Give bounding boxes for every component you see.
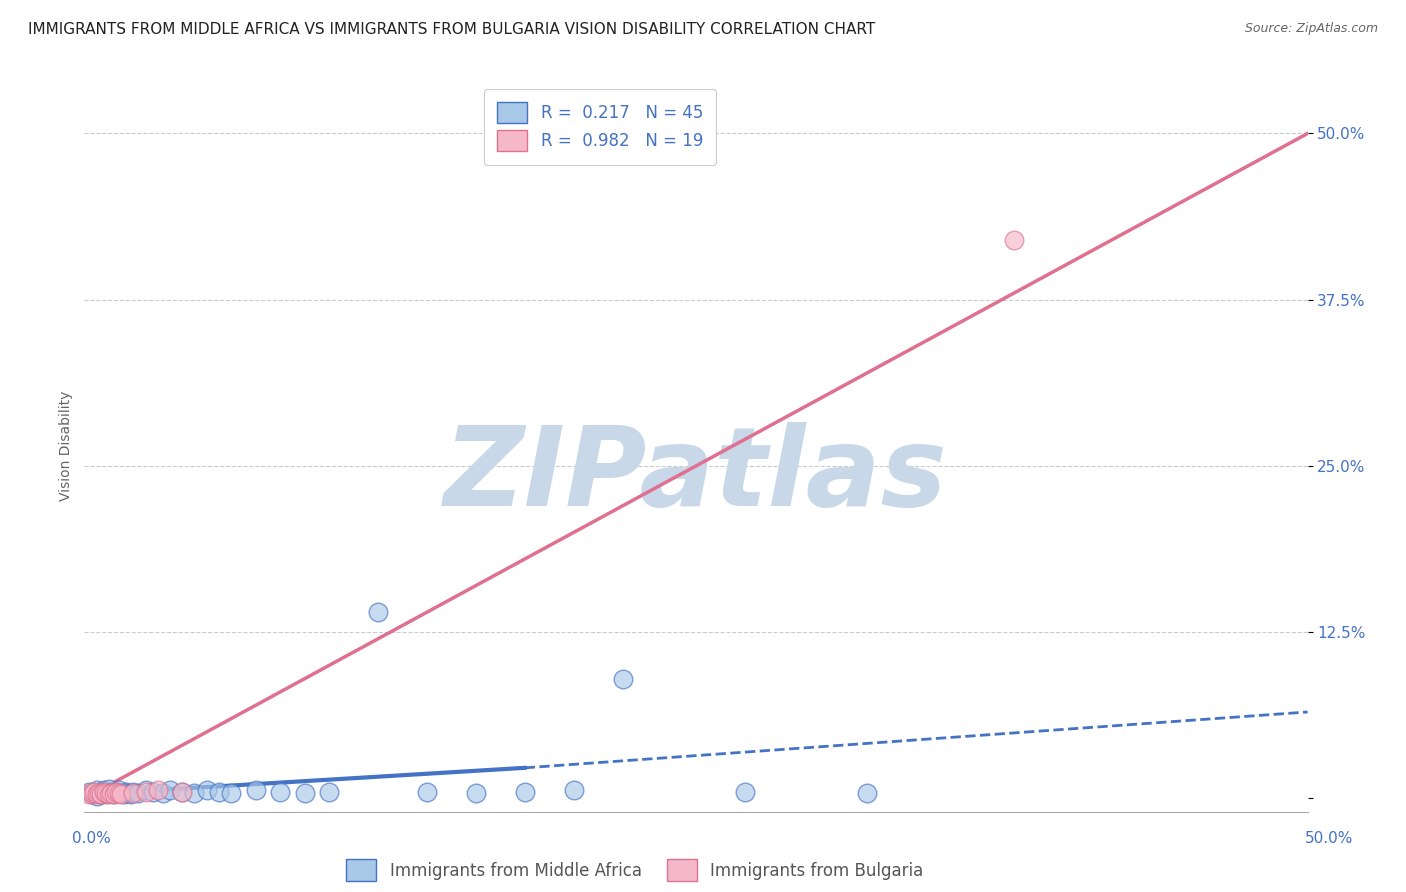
Point bbox=[93, 783, 115, 797]
Point bbox=[83, 785, 105, 799]
Point bbox=[110, 786, 132, 800]
Point bbox=[172, 785, 194, 799]
Point bbox=[97, 782, 120, 797]
Point bbox=[219, 786, 242, 800]
Point bbox=[115, 785, 138, 799]
Point bbox=[318, 785, 340, 799]
Point bbox=[83, 786, 105, 800]
Point bbox=[80, 788, 103, 802]
Point bbox=[97, 785, 120, 799]
Point bbox=[416, 785, 439, 799]
Text: Source: ZipAtlas.com: Source: ZipAtlas.com bbox=[1244, 22, 1378, 36]
Legend: Immigrants from Middle Africa, Immigrants from Bulgaria: Immigrants from Middle Africa, Immigrant… bbox=[340, 853, 929, 888]
Point bbox=[208, 785, 231, 799]
Point bbox=[86, 789, 108, 803]
Point bbox=[90, 788, 112, 802]
Text: ZIPatlas: ZIPatlas bbox=[444, 422, 948, 529]
Text: 0.0%: 0.0% bbox=[72, 831, 111, 846]
Point bbox=[77, 788, 100, 802]
Point bbox=[195, 783, 218, 797]
Point bbox=[120, 788, 142, 802]
Point bbox=[97, 788, 120, 802]
Point bbox=[90, 785, 112, 799]
Point bbox=[100, 786, 122, 800]
Point bbox=[172, 785, 194, 799]
Point bbox=[80, 786, 103, 800]
Point bbox=[122, 785, 145, 799]
Point bbox=[103, 788, 125, 802]
Point bbox=[122, 786, 145, 800]
Y-axis label: Vision Disability: Vision Disability bbox=[59, 391, 73, 501]
Point bbox=[513, 785, 536, 799]
Point bbox=[86, 788, 108, 802]
Point bbox=[562, 783, 585, 797]
Point bbox=[734, 785, 756, 799]
Point bbox=[464, 786, 486, 800]
Point bbox=[87, 786, 110, 800]
Point bbox=[93, 786, 115, 800]
Point bbox=[146, 783, 169, 797]
Point bbox=[367, 605, 389, 619]
Text: 50.0%: 50.0% bbox=[1305, 831, 1353, 846]
Point bbox=[110, 788, 132, 802]
Point bbox=[1002, 233, 1025, 247]
Point bbox=[93, 785, 115, 799]
Point bbox=[159, 783, 181, 797]
Point bbox=[856, 786, 879, 800]
Point bbox=[96, 788, 118, 802]
Point bbox=[96, 786, 118, 800]
Point bbox=[107, 786, 129, 800]
Point bbox=[127, 786, 149, 800]
Point bbox=[112, 788, 135, 802]
Text: IMMIGRANTS FROM MIDDLE AFRICA VS IMMIGRANTS FROM BULGARIA VISION DISABILITY CORR: IMMIGRANTS FROM MIDDLE AFRICA VS IMMIGRA… bbox=[28, 22, 876, 37]
Point bbox=[269, 785, 291, 799]
Point bbox=[86, 783, 108, 797]
Point bbox=[135, 783, 157, 797]
Point bbox=[117, 786, 139, 800]
Point bbox=[294, 786, 316, 800]
Point bbox=[87, 786, 110, 800]
Point bbox=[77, 785, 100, 799]
Point bbox=[612, 672, 634, 686]
Point bbox=[183, 786, 205, 800]
Point bbox=[90, 788, 112, 802]
Point bbox=[142, 785, 165, 799]
Point bbox=[107, 783, 129, 797]
Point bbox=[105, 785, 128, 799]
Point bbox=[135, 785, 157, 799]
Point bbox=[152, 786, 174, 800]
Point bbox=[245, 783, 267, 797]
Point bbox=[100, 786, 122, 800]
Point bbox=[105, 785, 128, 799]
Point bbox=[103, 788, 125, 802]
